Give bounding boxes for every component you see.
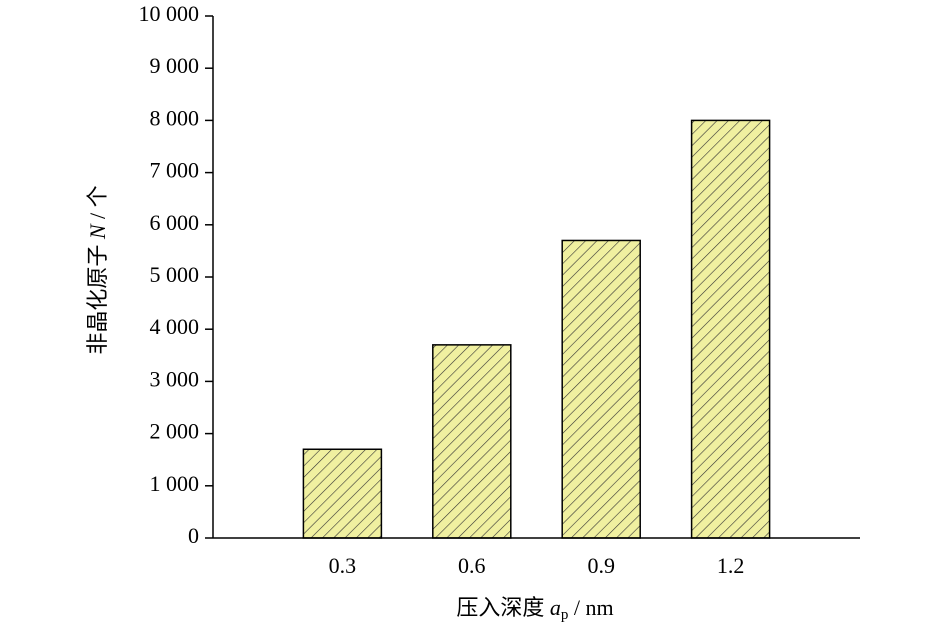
bar [561, 239, 641, 539]
y-tick-label: 6 000 [150, 210, 200, 235]
x-tick-label: 0.9 [587, 553, 615, 578]
bar [302, 448, 383, 539]
y-tick-label: 7 000 [150, 158, 200, 183]
y-tick-label: 5 000 [150, 262, 200, 287]
y-tick-label: 10 000 [139, 1, 200, 26]
x-tick-label: 0.3 [329, 553, 357, 578]
y-axis-label: 非晶化原子 N / 个 [85, 185, 110, 354]
y-tick-label: 0 [188, 523, 199, 548]
y-tick-label: 9 000 [150, 53, 200, 78]
x-axis-label: 压入深度 ap / nm [456, 595, 613, 623]
x-tick-label: 1.2 [717, 553, 745, 578]
y-tick-label: 2 000 [150, 419, 200, 444]
y-tick-label: 1 000 [150, 471, 200, 496]
y-tick-label: 3 000 [150, 366, 200, 391]
y-tick-label: 8 000 [150, 105, 200, 130]
x-tick-label: 0.6 [458, 553, 486, 578]
y-tick-label: 4 000 [150, 314, 200, 339]
bar [690, 119, 771, 539]
bar [432, 344, 512, 539]
